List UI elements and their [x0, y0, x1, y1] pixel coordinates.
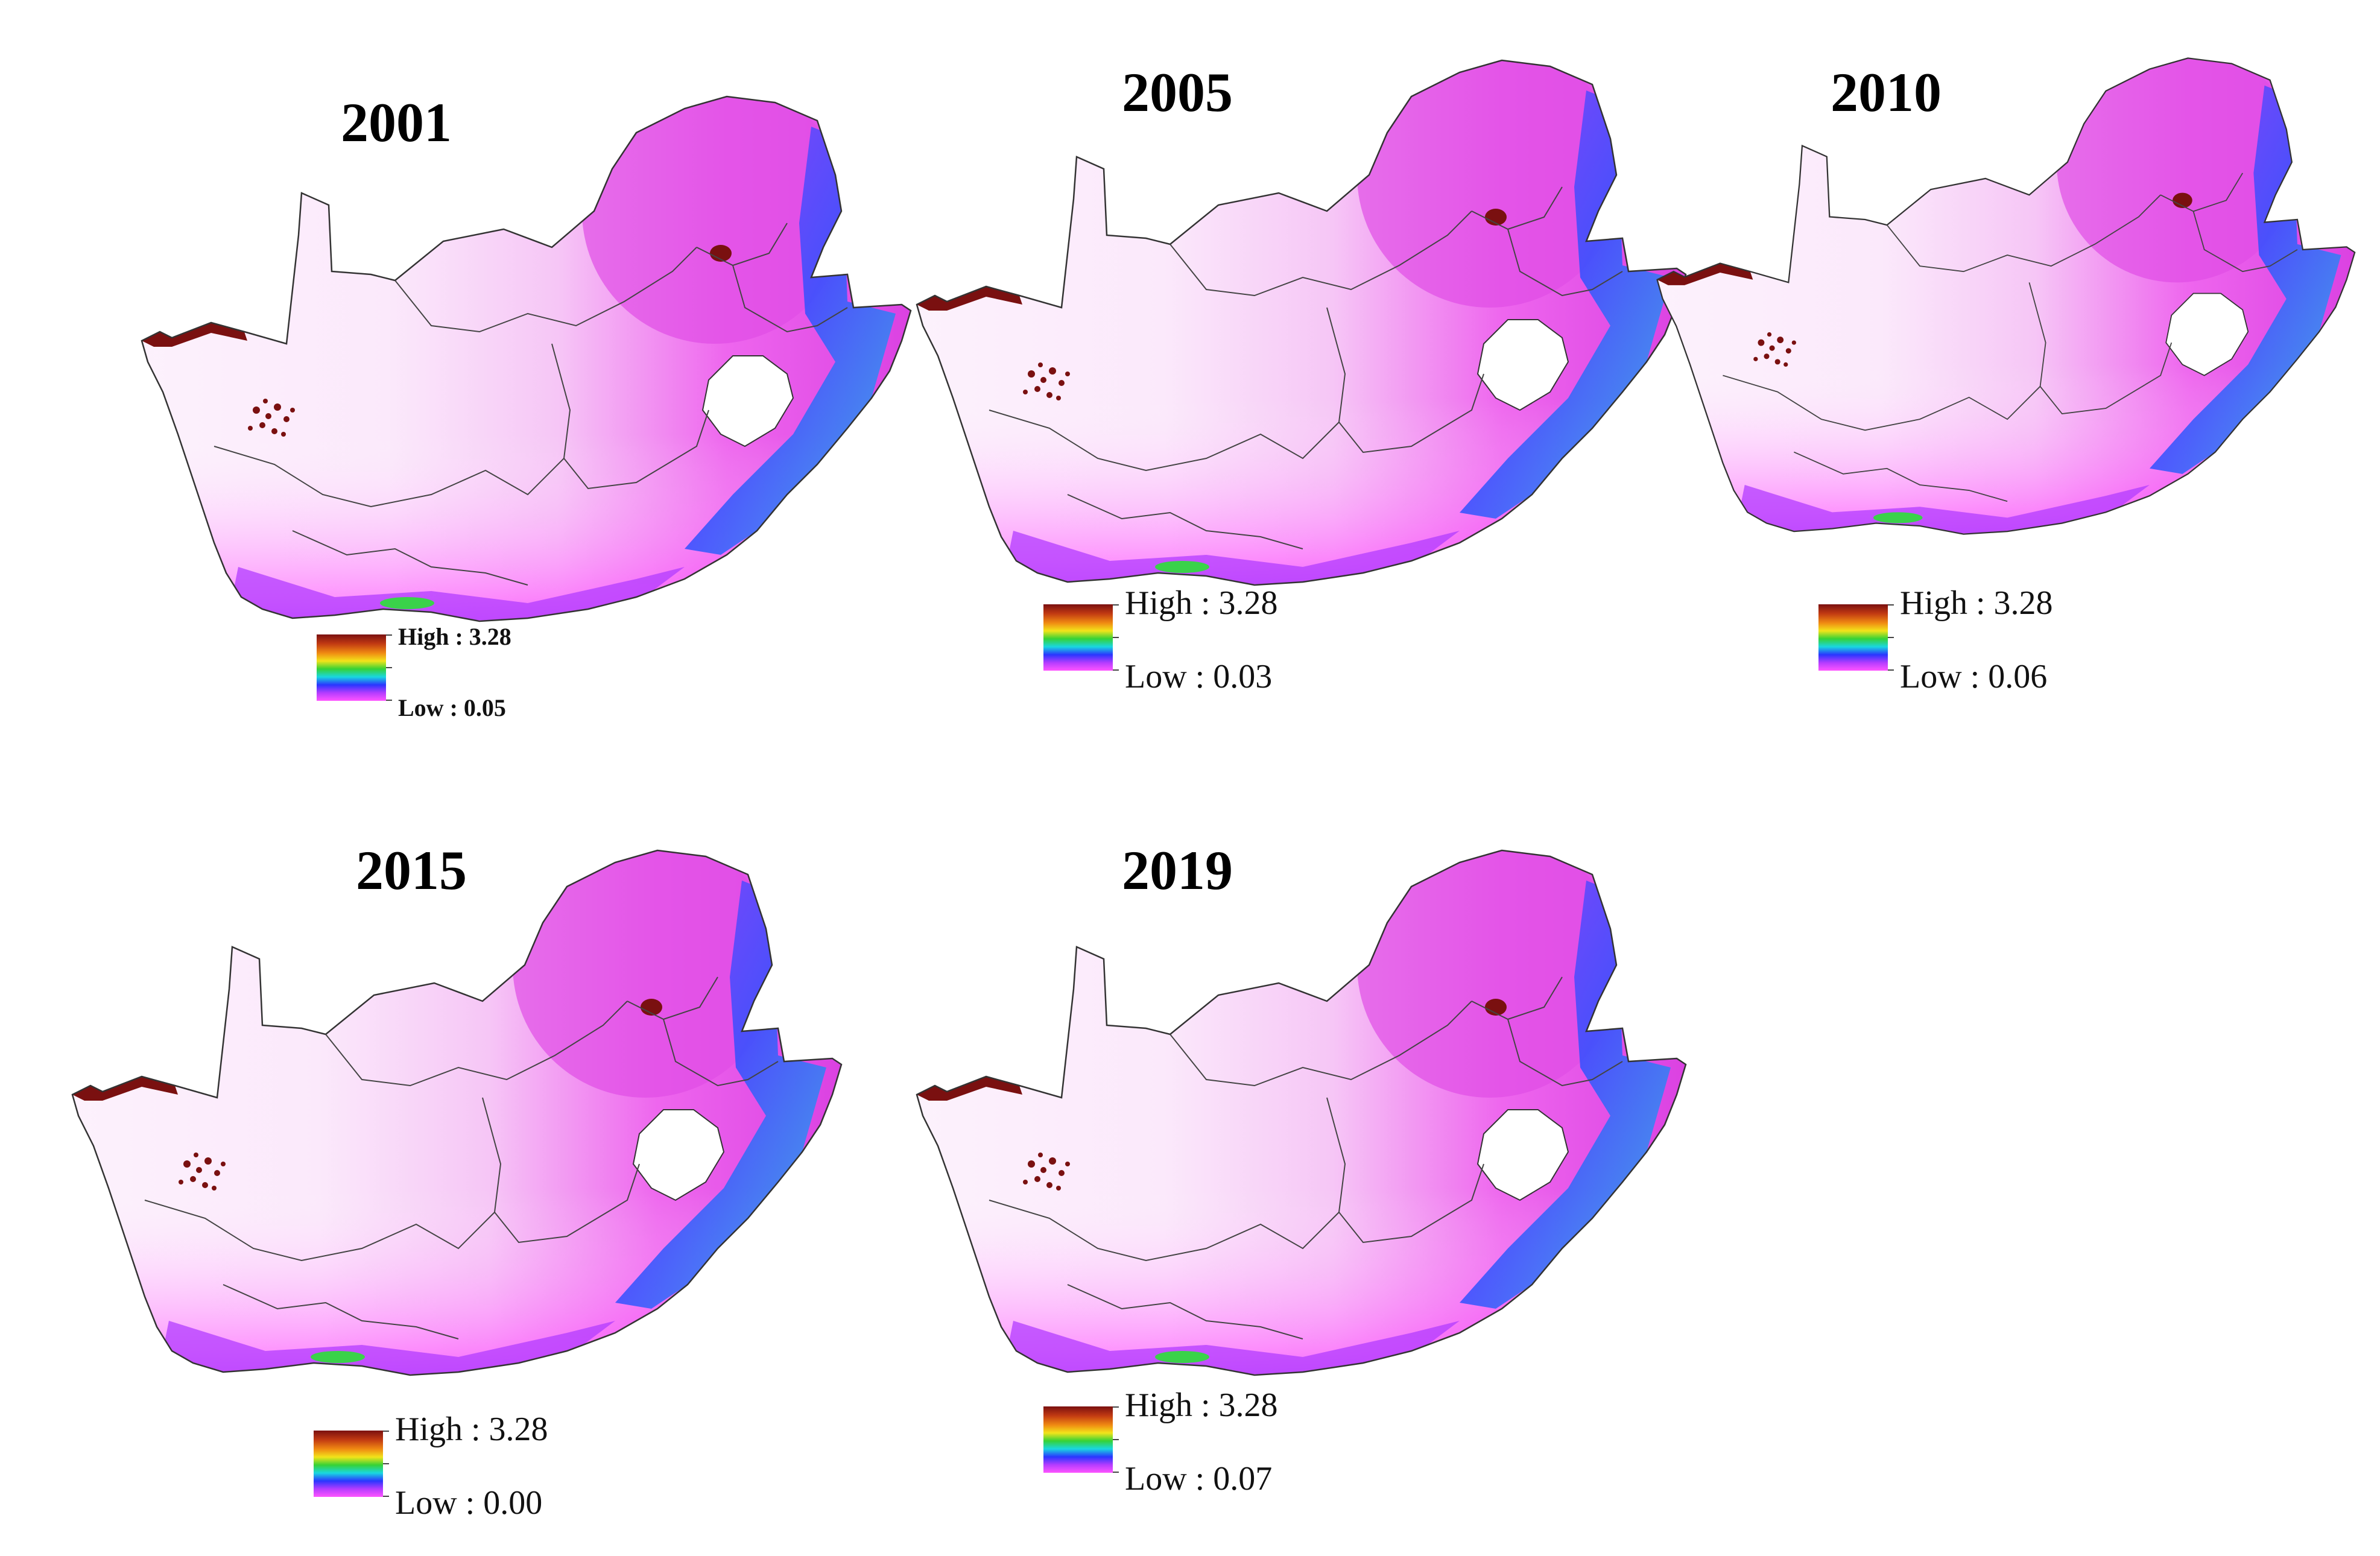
legend: High : 3.28 Low : 0.06 [1818, 584, 2090, 718]
legend-high-label: High : 3.28 [1125, 1387, 1278, 1424]
map-panel-2001: 2001 High : 3.28 Low : 0.05 [93, 72, 938, 748]
south-africa-map [869, 36, 1713, 615]
south-africa-map [24, 826, 869, 1405]
year-label: 2010 [1831, 62, 1942, 123]
legend: High : 3.28 Low : 0.05 [317, 623, 558, 748]
legend: High : 3.28 Low : 0.07 [1043, 1387, 1315, 1520]
legend: High : 3.28 Low : 0.03 [1043, 584, 1315, 718]
legend-high-label: High : 3.28 [395, 1411, 548, 1448]
year-label: 2019 [1122, 840, 1233, 901]
legend-low-label: Low : 0.03 [1125, 658, 1273, 695]
legend-low-label: Low : 0.07 [1125, 1460, 1273, 1497]
year-label: 2015 [356, 840, 467, 901]
south-africa-map [869, 826, 1713, 1405]
legend-high-label: High : 3.28 [398, 623, 511, 650]
legend-color-ramp [1818, 604, 1888, 671]
south-africa-map [1613, 36, 2379, 615]
legend: High : 3.28 Low : 0.00 [314, 1411, 585, 1544]
year-label: 2005 [1122, 62, 1233, 123]
legend-color-ramp [1043, 604, 1113, 671]
legend-high-label: High : 3.28 [1125, 584, 1278, 622]
legend-high-label: High : 3.28 [1900, 584, 2053, 622]
legend-color-ramp [1043, 1406, 1113, 1473]
south-africa-map [93, 72, 938, 651]
map-panel-2005: 2005 High : 3.28 Low : 0.03 [869, 36, 1713, 712]
year-label: 2001 [341, 92, 452, 153]
legend-low-label: Low : 0.05 [398, 694, 506, 721]
legend-color-ramp [317, 634, 386, 701]
map-panel-2010: 2010 High : 3.28 Low : 0.06 [1613, 36, 2379, 712]
map-panel-2019: 2019 High : 3.28 Low : 0.07 [869, 826, 1713, 1550]
legend-color-ramp [314, 1431, 383, 1497]
legend-low-label: Low : 0.06 [1900, 658, 2048, 695]
map-panel-2015: 2015 High : 3.28 Low : 0.00 [24, 826, 869, 1550]
legend-low-label: Low : 0.00 [395, 1484, 543, 1522]
